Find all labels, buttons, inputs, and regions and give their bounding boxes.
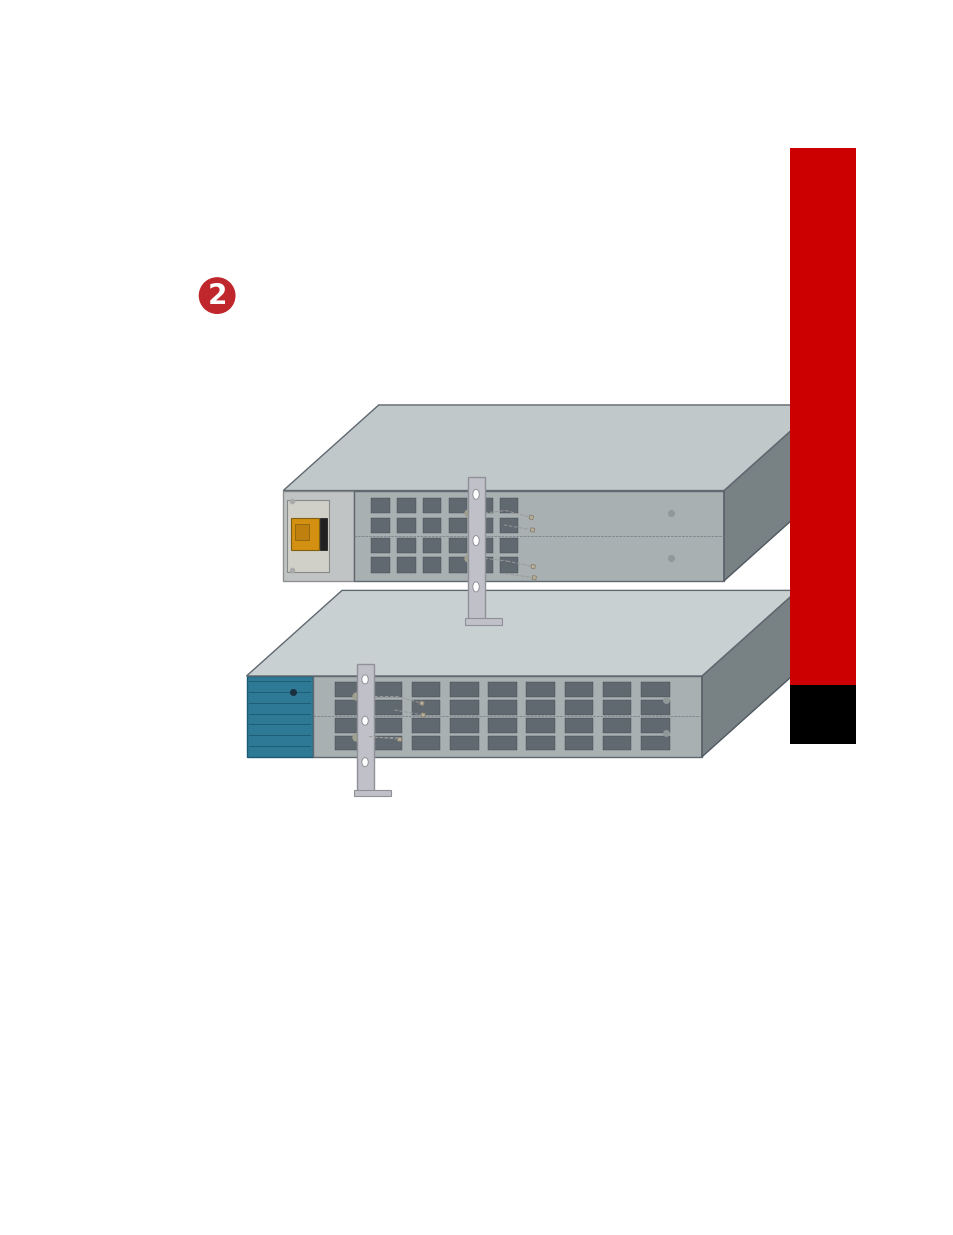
Bar bbox=[371, 557, 390, 573]
Bar bbox=[640, 718, 669, 732]
Bar bbox=[474, 557, 493, 573]
Bar bbox=[396, 517, 416, 534]
Bar bbox=[564, 683, 593, 697]
Ellipse shape bbox=[361, 716, 368, 725]
Polygon shape bbox=[283, 490, 354, 580]
Bar bbox=[371, 498, 390, 513]
Polygon shape bbox=[532, 576, 536, 580]
Bar bbox=[396, 557, 416, 573]
Polygon shape bbox=[419, 700, 424, 705]
Bar bbox=[488, 700, 517, 715]
Polygon shape bbox=[420, 713, 425, 718]
Bar bbox=[354, 790, 391, 797]
Bar bbox=[450, 718, 478, 732]
Bar bbox=[602, 736, 631, 751]
Polygon shape bbox=[530, 527, 535, 532]
Bar bbox=[474, 537, 493, 553]
Bar bbox=[526, 718, 555, 732]
Bar bbox=[564, 718, 593, 732]
Bar bbox=[422, 557, 441, 573]
Ellipse shape bbox=[473, 582, 478, 592]
Bar bbox=[474, 498, 493, 513]
Circle shape bbox=[199, 278, 234, 314]
Bar bbox=[412, 718, 440, 732]
Polygon shape bbox=[354, 490, 723, 580]
Bar bbox=[335, 700, 364, 715]
Bar bbox=[422, 517, 441, 534]
Bar bbox=[335, 736, 364, 751]
Bar bbox=[640, 683, 669, 697]
Bar bbox=[396, 537, 416, 553]
Bar bbox=[448, 498, 467, 513]
Bar bbox=[526, 736, 555, 751]
Bar bbox=[488, 736, 517, 751]
Bar bbox=[640, 700, 669, 715]
Bar bbox=[448, 537, 467, 553]
Bar bbox=[412, 700, 440, 715]
Bar bbox=[374, 700, 402, 715]
Polygon shape bbox=[529, 515, 533, 520]
Bar bbox=[412, 683, 440, 697]
Polygon shape bbox=[397, 737, 401, 741]
Bar bbox=[467, 477, 484, 621]
Bar bbox=[474, 517, 493, 534]
Ellipse shape bbox=[361, 757, 368, 767]
Bar bbox=[789, 685, 856, 745]
Polygon shape bbox=[246, 676, 313, 757]
Bar bbox=[319, 517, 327, 550]
Bar bbox=[640, 736, 669, 751]
Text: 2: 2 bbox=[207, 282, 227, 310]
Bar bbox=[356, 664, 374, 793]
Bar bbox=[422, 498, 441, 513]
Bar bbox=[374, 683, 402, 697]
Bar bbox=[450, 683, 478, 697]
Bar bbox=[422, 537, 441, 553]
Bar bbox=[564, 700, 593, 715]
Bar bbox=[448, 557, 467, 573]
Bar bbox=[488, 683, 517, 697]
Bar bbox=[789, 148, 856, 685]
Bar bbox=[499, 537, 517, 553]
Bar bbox=[294, 524, 309, 541]
Bar bbox=[602, 683, 631, 697]
Bar bbox=[335, 683, 364, 697]
Polygon shape bbox=[723, 405, 819, 580]
Polygon shape bbox=[701, 590, 797, 757]
Bar bbox=[287, 500, 329, 572]
Bar bbox=[371, 537, 390, 553]
Polygon shape bbox=[313, 676, 701, 757]
Polygon shape bbox=[531, 564, 535, 569]
Polygon shape bbox=[246, 590, 797, 676]
Bar bbox=[371, 517, 390, 534]
Bar bbox=[450, 700, 478, 715]
Bar bbox=[488, 718, 517, 732]
Bar bbox=[335, 718, 364, 732]
Bar bbox=[602, 700, 631, 715]
Bar bbox=[374, 736, 402, 751]
Bar bbox=[564, 736, 593, 751]
Bar bbox=[291, 517, 318, 550]
Ellipse shape bbox=[473, 536, 478, 546]
Bar bbox=[526, 683, 555, 697]
Bar bbox=[448, 517, 467, 534]
Ellipse shape bbox=[361, 674, 368, 684]
Bar bbox=[450, 736, 478, 751]
Bar bbox=[464, 618, 501, 625]
Bar bbox=[499, 517, 517, 534]
Bar bbox=[412, 736, 440, 751]
Bar bbox=[602, 718, 631, 732]
Bar bbox=[374, 718, 402, 732]
Bar bbox=[526, 700, 555, 715]
Polygon shape bbox=[283, 405, 819, 490]
Ellipse shape bbox=[473, 489, 478, 499]
Bar bbox=[499, 498, 517, 513]
Bar bbox=[396, 498, 416, 513]
Bar bbox=[499, 557, 517, 573]
